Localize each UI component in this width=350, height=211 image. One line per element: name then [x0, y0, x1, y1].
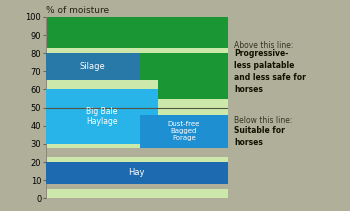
Bar — [46, 99, 228, 147]
Bar — [46, 48, 228, 53]
Bar — [46, 162, 228, 184]
Text: Above this line:: Above this line: — [234, 41, 294, 50]
Text: Below this line:: Below this line: — [234, 116, 293, 125]
Bar — [46, 89, 158, 144]
Bar — [46, 157, 228, 184]
Bar — [46, 53, 228, 80]
Text: Progressive-
less palatable
and less safe for
horses: Progressive- less palatable and less saf… — [234, 49, 306, 93]
Text: Dust-free
Bagged
Forage: Dust-free Bagged Forage — [168, 121, 200, 141]
Text: Silage: Silage — [80, 62, 106, 71]
Bar — [46, 17, 228, 48]
Bar — [46, 80, 228, 93]
Text: Suitable for
horses: Suitable for horses — [234, 126, 285, 147]
Text: % of moisture: % of moisture — [46, 6, 108, 15]
Text: Hay: Hay — [128, 168, 145, 177]
Bar — [158, 80, 228, 99]
Bar — [46, 189, 228, 198]
Bar — [140, 115, 228, 147]
Text: Big Bale
Haylage: Big Bale Haylage — [86, 107, 118, 126]
Bar — [46, 53, 140, 80]
